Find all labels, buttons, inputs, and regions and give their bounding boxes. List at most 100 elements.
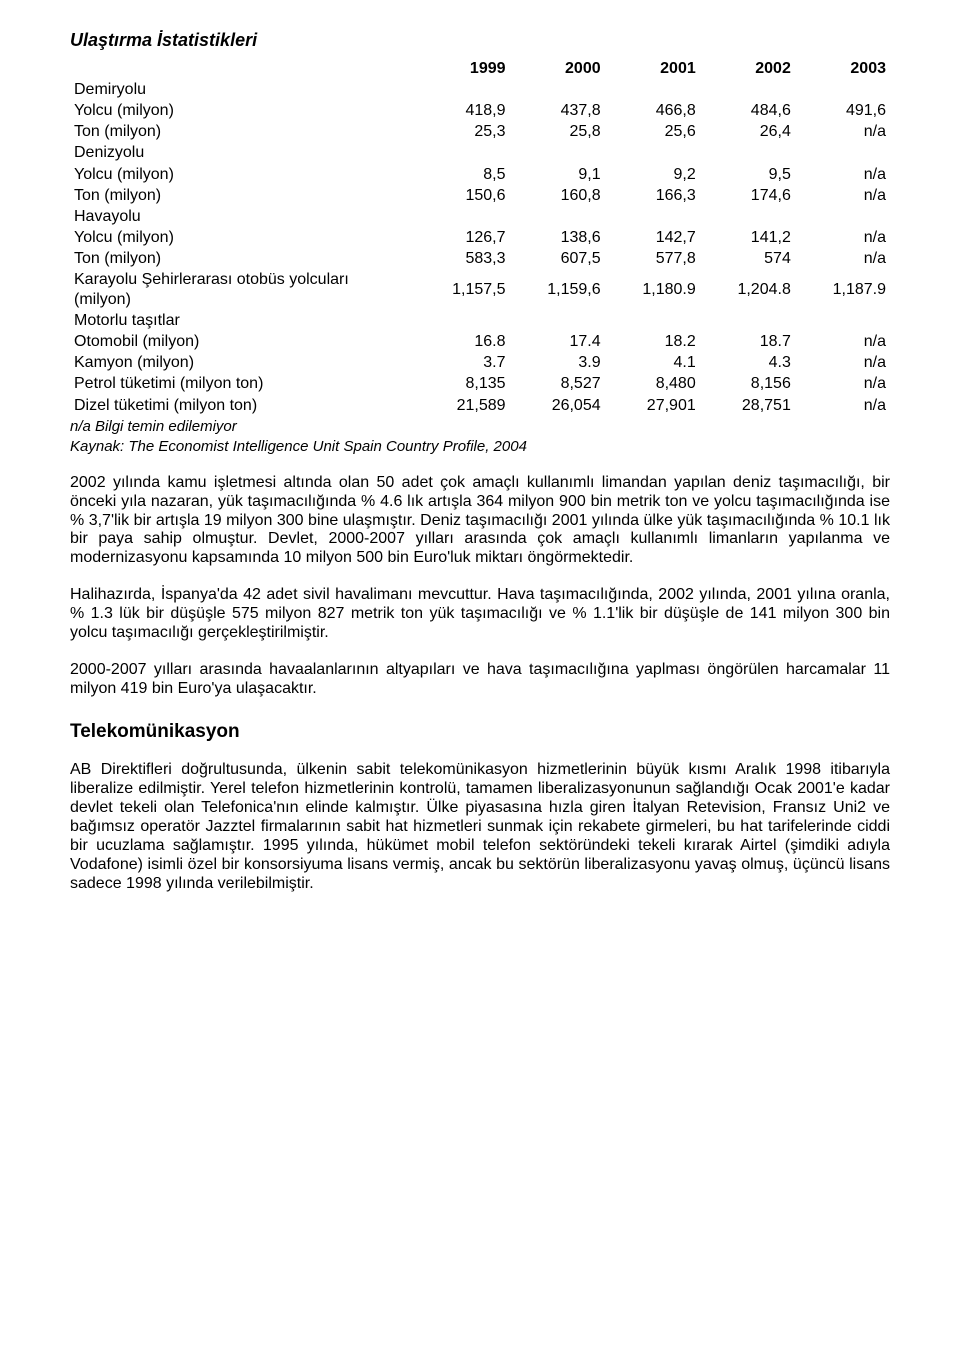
cell: 8,527 (510, 373, 605, 394)
section-row: Havayolu (70, 206, 890, 227)
cell: 1,157,5 (414, 269, 509, 309)
table-row: Otomobil (milyon)16.817.418.218.7n/a (70, 331, 890, 352)
cell: 28,751 (700, 395, 795, 416)
table-row: Yolcu (milyon)126,7138,6142,7141,2n/a (70, 227, 890, 248)
cell: Kamyon (milyon) (70, 352, 414, 373)
table-row: Petrol tüketimi (milyon ton)8,1358,5278,… (70, 373, 890, 394)
section-heading: Telekomünikasyon (70, 721, 890, 744)
cell: 150,6 (414, 185, 509, 206)
cell: Ton (milyon) (70, 121, 414, 142)
header-cell (70, 58, 414, 79)
header-cell: 1999 (414, 58, 509, 79)
cell: 1,159,6 (510, 269, 605, 309)
cell: 160,8 (510, 185, 605, 206)
cell: 607,5 (510, 248, 605, 269)
table-row: Dizel tüketimi (milyon ton)21,58926,0542… (70, 395, 890, 416)
table-title: Ulaştırma İstatistikleri (70, 30, 890, 52)
cell: 1,180.9 (605, 269, 700, 309)
cell: 491,6 (795, 100, 890, 121)
cell: 18.2 (605, 331, 700, 352)
cell: Ton (milyon) (70, 248, 414, 269)
cell: 577,8 (605, 248, 700, 269)
cell: 138,6 (510, 227, 605, 248)
paragraph: 2000-2007 yılları arasında havaalanların… (70, 661, 890, 699)
cell: 9,5 (700, 164, 795, 185)
cell: 9,1 (510, 164, 605, 185)
cell: n/a (795, 395, 890, 416)
cell: Petrol tüketimi (milyon ton) (70, 373, 414, 394)
cell: 18.7 (700, 331, 795, 352)
cell: 8,135 (414, 373, 509, 394)
cell: Ton (milyon) (70, 185, 414, 206)
cell: 25,3 (414, 121, 509, 142)
cell: 126,7 (414, 227, 509, 248)
cell: 142,7 (605, 227, 700, 248)
cell: Karayolu Şehirlerarası otobüs yolcuları … (70, 269, 414, 309)
table-header-row: 1999 2000 2001 2002 2003 (70, 58, 890, 79)
cell: 1,187.9 (795, 269, 890, 309)
cell: Yolcu (milyon) (70, 227, 414, 248)
table-row: Yolcu (milyon)418,9437,8466,8484,6491,6 (70, 100, 890, 121)
section-label: Motorlu taşıtlar (70, 310, 890, 331)
table-note: n/a Bilgi temin edilemiyor (70, 418, 890, 436)
cell: 484,6 (700, 100, 795, 121)
cell: 3.9 (510, 352, 605, 373)
paragraph: AB Direktifleri doğrultusunda, ülkenin s… (70, 761, 890, 893)
header-cell: 2002 (700, 58, 795, 79)
cell: n/a (795, 352, 890, 373)
cell: 418,9 (414, 100, 509, 121)
cell-line: (milyon) (74, 291, 131, 308)
cell: n/a (795, 185, 890, 206)
cell: 8,5 (414, 164, 509, 185)
cell: 4.1 (605, 352, 700, 373)
section-row: Denizyolu (70, 142, 890, 163)
cell: n/a (795, 373, 890, 394)
header-cell: 2001 (605, 58, 700, 79)
table-row: Yolcu (milyon)8,59,19,29,5n/a (70, 164, 890, 185)
cell: 8,156 (700, 373, 795, 394)
table-source: Kaynak: The Economist Intelligence Unit … (70, 438, 890, 456)
cell: 27,901 (605, 395, 700, 416)
cell: 21,589 (414, 395, 509, 416)
cell: 4.3 (700, 352, 795, 373)
cell: Dizel tüketimi (milyon ton) (70, 395, 414, 416)
cell: 25,6 (605, 121, 700, 142)
cell: 466,8 (605, 100, 700, 121)
paragraph: Halihazırda, İspanya'da 42 adet sivil ha… (70, 586, 890, 643)
cell: 166,3 (605, 185, 700, 206)
cell: 26,054 (510, 395, 605, 416)
table-row: Ton (milyon)150,6160,8166,3174,6n/a (70, 185, 890, 206)
section-row: Demiryolu (70, 79, 890, 100)
section-label: Havayolu (70, 206, 890, 227)
section-label: Demiryolu (70, 79, 890, 100)
cell: 16.8 (414, 331, 509, 352)
cell: 8,480 (605, 373, 700, 394)
section-label: Denizyolu (70, 142, 890, 163)
transport-stats-table: 1999 2000 2001 2002 2003 Demiryolu Yolcu… (70, 58, 890, 416)
header-cell: 2003 (795, 58, 890, 79)
cell: n/a (795, 227, 890, 248)
cell: 583,3 (414, 248, 509, 269)
cell: 25,8 (510, 121, 605, 142)
cell: n/a (795, 121, 890, 142)
table-row: Ton (milyon)25,325,825,626,4n/a (70, 121, 890, 142)
cell: 3.7 (414, 352, 509, 373)
table-row: Kamyon (milyon)3.73.94.14.3n/a (70, 352, 890, 373)
paragraph: 2002 yılında kamu işletmesi altında olan… (70, 474, 890, 568)
section-row: Motorlu taşıtlar (70, 310, 890, 331)
cell: 437,8 (510, 100, 605, 121)
cell: 9,2 (605, 164, 700, 185)
cell-line: Karayolu Şehirlerarası otobüs yolcuları (74, 271, 349, 288)
cell: 1,204.8 (700, 269, 795, 309)
header-cell: 2000 (510, 58, 605, 79)
cell: Yolcu (milyon) (70, 164, 414, 185)
cell: Otomobil (milyon) (70, 331, 414, 352)
cell: Yolcu (milyon) (70, 100, 414, 121)
cell: n/a (795, 164, 890, 185)
cell: 574 (700, 248, 795, 269)
table-row: Ton (milyon)583,3607,5577,8574n/a (70, 248, 890, 269)
cell: 141,2 (700, 227, 795, 248)
cell: 17.4 (510, 331, 605, 352)
cell: 26,4 (700, 121, 795, 142)
cell: n/a (795, 331, 890, 352)
